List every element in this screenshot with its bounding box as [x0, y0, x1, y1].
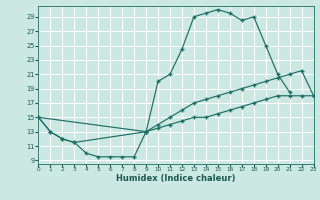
X-axis label: Humidex (Indice chaleur): Humidex (Indice chaleur) — [116, 174, 236, 183]
